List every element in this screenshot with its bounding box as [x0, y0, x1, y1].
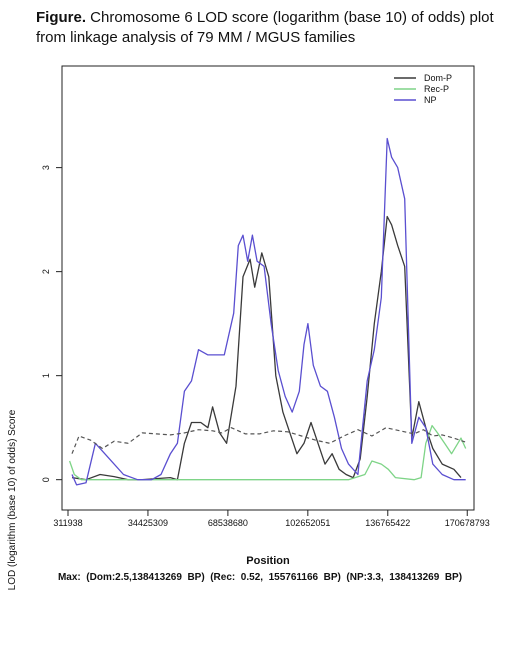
x-tick-label: 136765422 [365, 518, 410, 528]
x-tick-label: 170678793 [445, 518, 490, 528]
series-line-rec-p [68, 424, 467, 481]
series-line-threshold-dashed [71, 427, 466, 454]
lod-chart: 0 1 2 3 311938 34425309 68538680 102652051 13676… [41, 65, 490, 528]
plot-frame [61, 65, 475, 511]
x-tick-label: 102652051 [285, 518, 330, 528]
x-tick-label: 311938 [53, 518, 82, 528]
y-tick-label: 1 [41, 373, 51, 378]
y-tick-label: 2 [41, 269, 51, 274]
x-tick-label: 68538680 [208, 518, 248, 528]
max-summary: Max: (Dom:2.5,138413269 BP) (Rec: 0.52, … [57, 572, 463, 583]
legend-label: Dom-P [424, 73, 452, 83]
legend-label: NP [424, 95, 437, 105]
figure-caption-label: Figure. [36, 9, 87, 26]
y-axis-label: LOD (logarithm (base 10) of odds) Score [7, 409, 18, 591]
figure-caption-text: Chromosome 6 LOD score (logarithm (base … [36, 9, 494, 46]
y-tick-label: 3 [41, 165, 51, 170]
x-tick-label: 34425309 [128, 518, 168, 528]
figure-caption: Figure. Chromosome 6 LOD score (logarith… [36, 8, 512, 48]
series-line-dom-p [71, 215, 462, 481]
x-axis-label: Position [246, 555, 290, 567]
series-line-np [71, 137, 466, 486]
legend-label: Rec-P [424, 84, 449, 94]
y-tick-label: 0 [41, 477, 51, 482]
